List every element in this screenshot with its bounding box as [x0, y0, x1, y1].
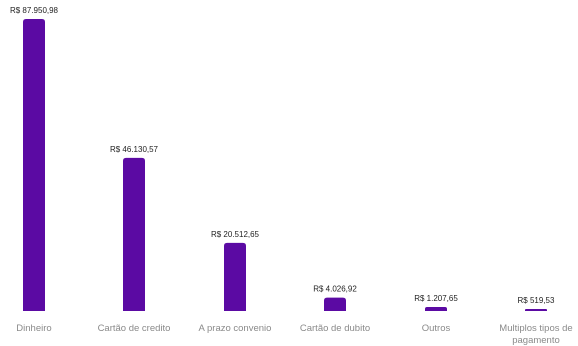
bar-group-0: R$ 87.950,98 Dinheiro — [10, 6, 59, 334]
category-label: Cartão de credito — [98, 323, 171, 334]
value-label: R$ 4.026,92 — [313, 285, 357, 294]
category-label-line: Multiplos tipos de — [499, 323, 572, 334]
bar — [23, 19, 45, 311]
category-label: Dinheiro — [16, 323, 51, 334]
bar — [123, 157, 145, 311]
category-label-line: Outros — [422, 323, 451, 334]
category-label-line: pagamento — [512, 335, 560, 346]
value-label: R$ 87.950,98 — [10, 6, 59, 15]
bar — [224, 242, 246, 311]
bar — [525, 309, 547, 311]
value-label: R$ 20.512,65 — [211, 230, 260, 239]
bar-group-2: R$ 20.512,65 A prazo convenio — [199, 230, 272, 334]
bar — [425, 306, 447, 311]
value-label: R$ 519,53 — [518, 296, 555, 305]
bar-group-4: R$ 1.207,65 Outros — [414, 294, 458, 334]
category-label: Multiplos tipos de pagamento — [499, 323, 572, 346]
category-label: Cartão de dubito — [300, 323, 370, 334]
category-label: A prazo convenio — [199, 323, 272, 334]
value-label: R$ 1.207,65 — [414, 294, 458, 303]
bar-group-5: R$ 519,53 Multiplos tipos de pagamento — [499, 296, 572, 346]
category-label-line: A prazo convenio — [199, 323, 272, 334]
bar-group-3: R$ 4.026,92 Cartão de dubito — [300, 285, 370, 334]
category-label-line: Cartão de credito — [98, 323, 171, 334]
category-label-line: Cartão de dubito — [300, 323, 370, 334]
bar-group-1: R$ 46.130,57 Cartão de credito — [98, 145, 171, 334]
category-label-line: Dinheiro — [16, 323, 51, 334]
value-label: R$ 46.130,57 — [110, 145, 159, 154]
category-label: Outros — [422, 323, 451, 334]
bar — [324, 297, 346, 311]
